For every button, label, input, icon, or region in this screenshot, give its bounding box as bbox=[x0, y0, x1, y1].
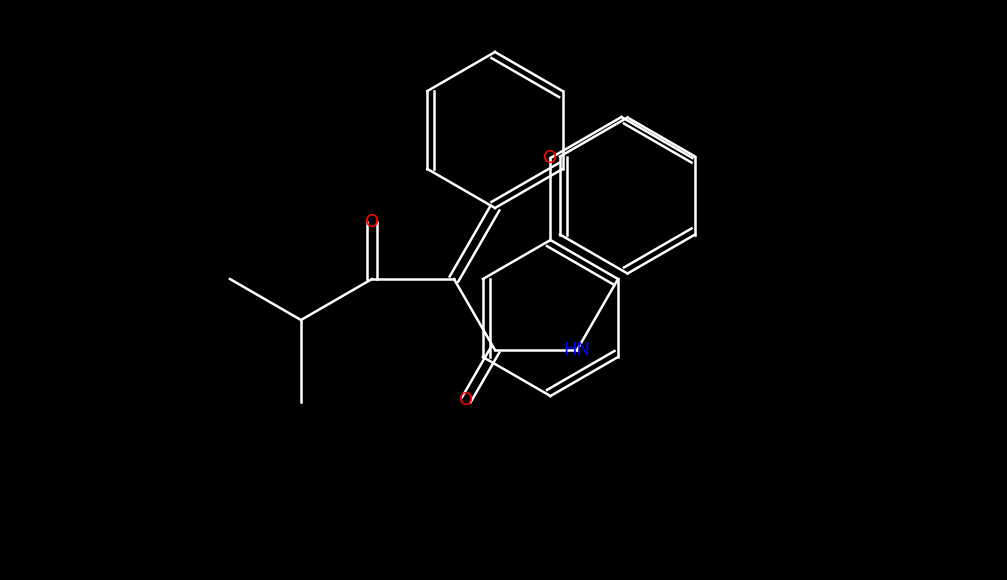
Text: O: O bbox=[544, 149, 558, 167]
Text: O: O bbox=[365, 213, 379, 231]
Text: O: O bbox=[459, 391, 473, 409]
Text: HN: HN bbox=[564, 341, 590, 359]
